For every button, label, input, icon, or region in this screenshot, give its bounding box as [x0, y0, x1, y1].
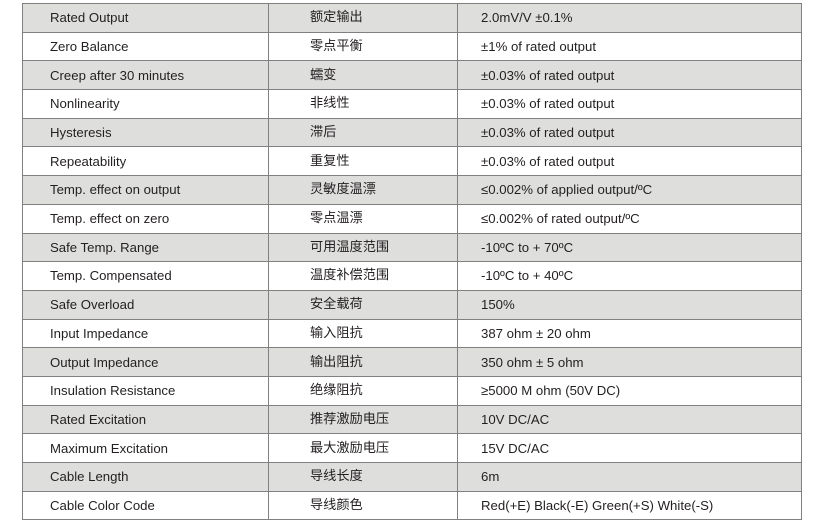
spec-name-zh: 蠕变 — [268, 60, 458, 91]
spec-name-en: Insulation Resistance — [22, 376, 269, 406]
spec-name-zh: 最大激励电压 — [268, 433, 458, 463]
spec-name-zh: 零点平衡 — [268, 32, 458, 62]
table-row: Insulation Resistance 绝缘阻抗 ≥5000 M ohm (50… — [22, 376, 802, 406]
table-row: Zero Balance 零点平衡 ±1% of rated output — [22, 32, 802, 62]
spec-name-en: Temp. effect on output — [22, 175, 269, 205]
table-row: Rated Excitation 推荐激励电压 10V DC/AC — [22, 405, 802, 435]
spec-value: ±0.03% of rated output — [457, 118, 802, 148]
spec-name-zh: 滞后 — [268, 118, 458, 148]
table-row: Maximum Excitation 最大激励电压 15V DC/AC — [22, 433, 802, 463]
spec-name-zh: 额定输出 — [268, 3, 458, 33]
spec-name-zh: 推荐激励电压 — [268, 405, 458, 435]
table-row: Repeatability 重复性 ±0.03% of rated output — [22, 146, 802, 177]
spec-value: 150% — [457, 290, 802, 320]
spec-name-en: Input Impedance — [22, 319, 269, 349]
table-row: Temp. effect on zero 零点温漂 ≤0.002% of rated… — [22, 204, 802, 234]
spec-value: 6m — [457, 462, 802, 492]
spec-name-zh: 非线性 — [268, 89, 458, 119]
spec-name-zh: 可用温度范围 — [268, 233, 458, 263]
table-row: Safe Temp. Range 可用温度范围 -10ºC to + 70ºC — [22, 233, 802, 263]
spec-value: ≥5000 M ohm (50V DC) — [457, 376, 802, 406]
spec-name-zh: 温度补偿范围 — [268, 261, 458, 291]
spec-name-zh: 导线颜色 — [268, 491, 458, 520]
spec-name-zh: 输入阻抗 — [268, 319, 458, 349]
spec-name-en: Rated Excitation — [22, 405, 269, 435]
table-row: Output Impedance 输出阻抗 350 ohm ± 5 ohm — [22, 347, 802, 377]
table-row: Cable Length 导线长度 6m — [22, 462, 802, 492]
table-row: Nonlinearity 非线性 ±0.03% of rated output — [22, 89, 802, 119]
spec-value: 15V DC/AC — [457, 433, 802, 463]
spec-value: ±0.03% of rated output — [457, 60, 802, 91]
spec-name-en: Nonlinearity — [22, 89, 269, 119]
spec-name-en: Hysteresis — [22, 118, 269, 148]
spec-name-en: Cable Length — [22, 462, 269, 492]
table-row: Input Impedance 输入阻抗 387 ohm ± 20 ohm — [22, 319, 802, 349]
spec-name-en: Rated Output — [22, 3, 269, 33]
spec-value: ±1% of rated output — [457, 32, 802, 62]
spec-name-en: Zero Balance — [22, 32, 269, 62]
specification-table-body: Rated Output 额定输出 2.0mV/V ±0.1% Zero Balanc… — [22, 3, 802, 520]
spec-value: 387 ohm ± 20 ohm — [457, 319, 802, 349]
table-row: Cable Color Code 导线颜色 Red(+E) Black(-E) Gr… — [22, 491, 802, 520]
spec-name-zh: 灵敏度温漂 — [268, 175, 458, 205]
spec-value: ≤0.002% of applied output/ºC — [457, 175, 802, 205]
table-row: Safe Overload 安全载荷 150% — [22, 290, 802, 320]
spec-value: 350 ohm ± 5 ohm — [457, 347, 802, 377]
spec-name-en: Maximum Excitation — [22, 433, 269, 463]
spec-name-zh: 零点温漂 — [268, 204, 458, 234]
spec-name-en: Safe Temp. Range — [22, 233, 269, 263]
spec-name-en: Temp. effect on zero — [22, 204, 269, 234]
spec-value: -10ºC to + 70ºC — [457, 233, 802, 263]
spec-name-en: Safe Overload — [22, 290, 269, 320]
spec-value: ≤0.002% of rated output/ºC — [457, 204, 802, 234]
spec-name-zh: 绝缘阻抗 — [268, 376, 458, 406]
spec-name-zh: 安全载荷 — [268, 290, 458, 320]
table-row: Temp. effect on output 灵敏度温漂 ≤0.002% of ap… — [22, 175, 802, 205]
table-row: Rated Output 额定输出 2.0mV/V ±0.1% — [22, 3, 802, 33]
specification-table: Rated Output 额定输出 2.0mV/V ±0.1% Zero Balanc… — [22, 3, 802, 520]
spec-name-en: Output Impedance — [22, 347, 269, 377]
spec-name-en: Cable Color Code — [22, 491, 269, 520]
spec-value: -10ºC to + 40ºC — [457, 261, 802, 291]
spec-value: 2.0mV/V ±0.1% — [457, 3, 802, 33]
spec-value: 10V DC/AC — [457, 405, 802, 435]
table-row: Creep after 30 minutes 蠕变 ±0.03% of rated … — [22, 60, 802, 91]
table-row: Temp. Compensated 温度补偿范围 -10ºC to + 40ºC — [22, 261, 802, 291]
spec-name-zh: 导线长度 — [268, 462, 458, 492]
spec-name-en: Temp. Compensated — [22, 261, 269, 291]
spec-name-en: Repeatability — [22, 146, 269, 177]
table-row: Hysteresis 滞后 ±0.03% of rated output — [22, 118, 802, 148]
specification-table-container: Rated Output 额定输出 2.0mV/V ±0.1% Zero Balanc… — [22, 3, 802, 520]
spec-value: ±0.03% of rated output — [457, 146, 802, 177]
spec-name-en: Creep after 30 minutes — [22, 60, 269, 91]
spec-name-zh: 输出阻抗 — [268, 347, 458, 377]
spec-value: ±0.03% of rated output — [457, 89, 802, 119]
spec-name-zh: 重复性 — [268, 146, 458, 177]
spec-value: Red(+E) Black(-E) Green(+S) White(-S) — [457, 491, 802, 520]
